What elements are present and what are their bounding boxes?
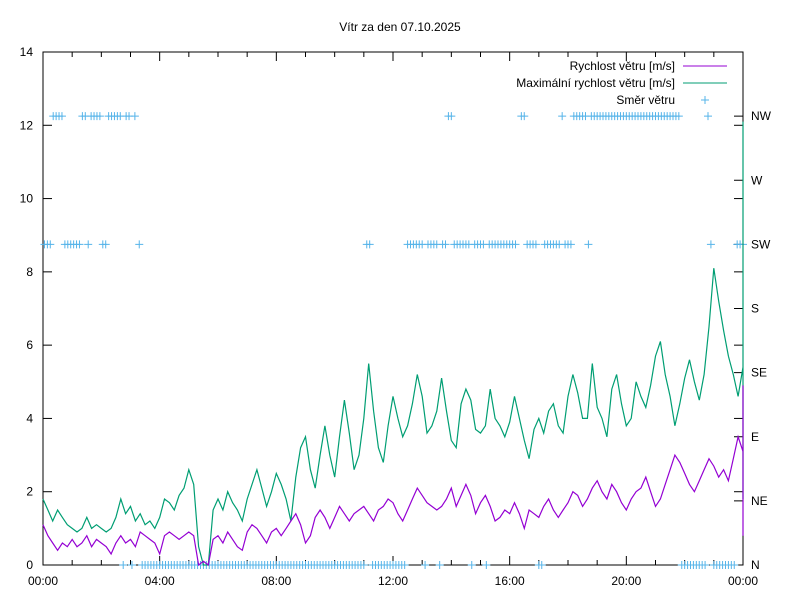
y2-tick-label: NW (751, 109, 772, 123)
wind-direction-point (674, 112, 683, 121)
wind-direction-point (701, 561, 710, 569)
y2-tick-label: SE (751, 366, 767, 380)
y-tick-label: 14 (20, 45, 34, 59)
x-tick-label: 00:00 (28, 574, 58, 588)
wind-direction-point (101, 240, 110, 249)
wind-direction-point (584, 240, 593, 249)
wind-direction-point (130, 112, 139, 121)
wind-direction-point (365, 240, 374, 249)
y2-tick-label: N (751, 558, 760, 572)
y-tick-label: 10 (20, 192, 34, 206)
wind-direction-point (511, 240, 520, 249)
wind-direction-point (135, 240, 144, 249)
chart-title: Vítr za den 07.10.2025 (339, 20, 461, 34)
y2-tick-label: E (751, 430, 759, 444)
wind-direction-point (520, 112, 529, 121)
legend-label-wind-direction: Směr větru (616, 93, 675, 107)
wind-direction-point (566, 240, 575, 249)
wind-direction-point (400, 561, 409, 569)
wind-direction-point (558, 112, 567, 121)
x-tick-label: 00:00 (728, 574, 758, 588)
y-tick-label: 4 (26, 411, 33, 425)
wind-direction-point (467, 561, 476, 569)
wind-direction-point (127, 561, 136, 569)
wind-direction-point (359, 561, 368, 569)
x-tick-label: 08:00 (261, 574, 291, 588)
wind-direction-point (447, 112, 456, 121)
y2-tick-label: NE (751, 494, 768, 508)
wind-direction-point (537, 561, 546, 569)
y2-tick-label: SW (751, 237, 771, 251)
wind-direction-point (531, 240, 540, 249)
wind-direction-point (441, 240, 450, 249)
wind-direction-point (57, 112, 66, 121)
y-tick-label: 12 (20, 118, 34, 132)
x-tick-label: 04:00 (145, 574, 175, 588)
x-tick-label: 16:00 (495, 574, 525, 588)
plot-border (42, 51, 744, 566)
x-tick-label: 20:00 (611, 574, 641, 588)
y-tick-label: 8 (26, 265, 33, 279)
x-tick-label: 12:00 (378, 574, 408, 588)
legend-plus-mark (701, 96, 709, 104)
wind-direction-point (482, 561, 491, 569)
y-tick-label: 0 (26, 558, 33, 572)
wind-direction-point (119, 561, 128, 569)
wind-speed-line (42, 385, 744, 567)
wind-direction-point (730, 561, 739, 569)
wind-direction-point (421, 561, 430, 569)
wind-direction-point (46, 240, 55, 249)
wind-direction-point (75, 240, 84, 249)
legend-swatch-wind-direction (701, 96, 709, 104)
y2-tick-label: W (751, 173, 763, 187)
wind-direction-point (84, 240, 93, 249)
wind-direction-point (704, 112, 712, 121)
axes: 0 2 4 6 8 10 12 14 N NE E SE S SW W NW 00:00 04:00 08:00 12… (20, 45, 772, 588)
y-tick-label: 2 (26, 485, 33, 499)
series-wind-direction (40, 112, 747, 569)
y2-tick-label: S (751, 302, 759, 316)
legend: Rychlost větru [m/s] Maximální rychlost … (516, 59, 727, 107)
series-wind-speed (42, 385, 744, 567)
series-max-wind-speed (42, 121, 744, 566)
wind-direction-point (706, 240, 715, 249)
legend-label-max-wind-speed: Maximální rychlost větru [m/s] (516, 76, 675, 90)
wind-direction-point (95, 112, 104, 121)
max-wind-speed-line (42, 121, 744, 566)
legend-label-wind-speed: Rychlost větru [m/s] (570, 59, 675, 73)
wind-direction-point (435, 561, 444, 569)
y-tick-label: 6 (26, 338, 33, 352)
